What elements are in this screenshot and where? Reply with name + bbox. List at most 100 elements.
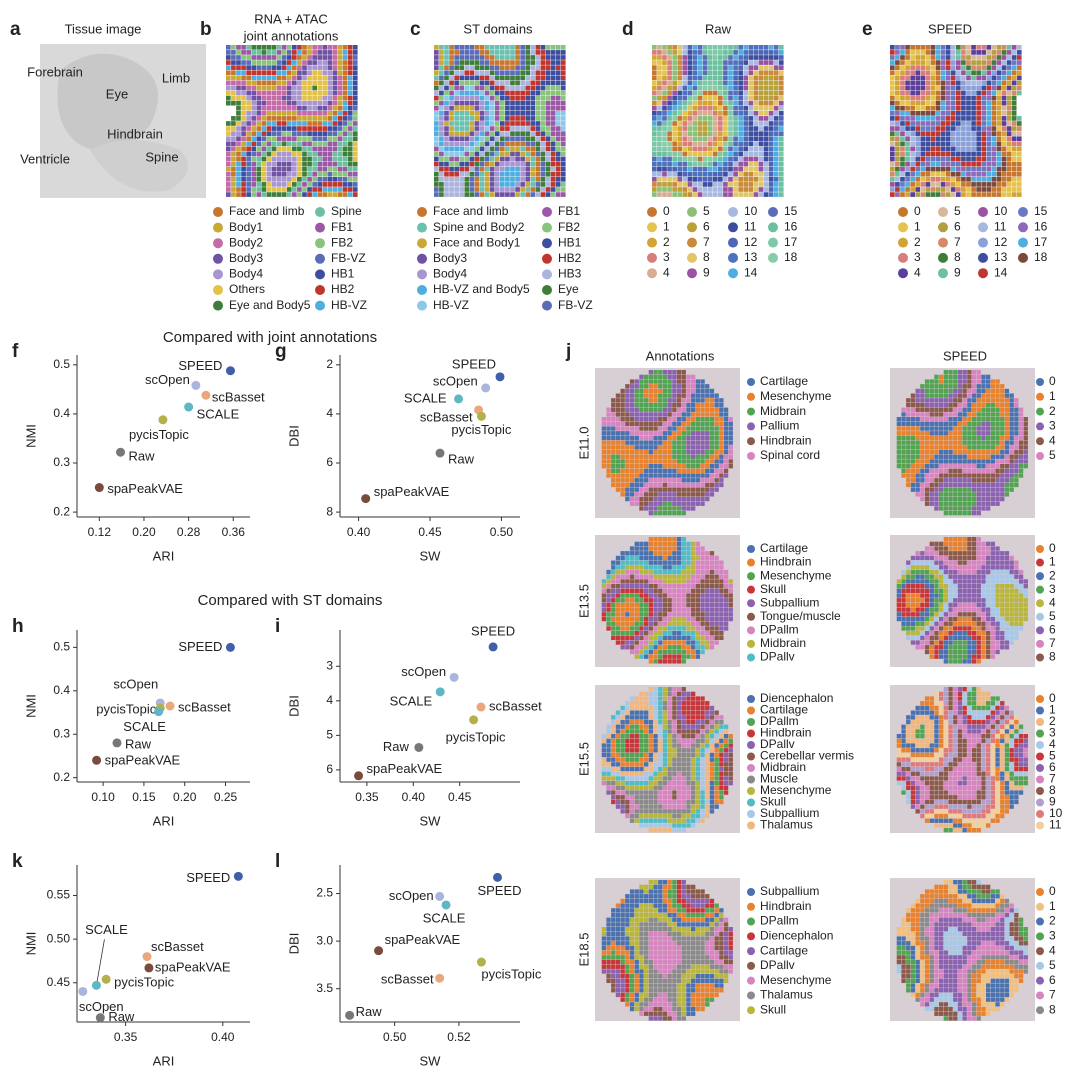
spot (676, 398, 682, 403)
spot (986, 431, 991, 436)
spot (966, 80, 971, 86)
legend-swatch (768, 237, 778, 248)
spot (714, 435, 719, 441)
spot (347, 85, 353, 91)
spot (929, 421, 934, 427)
spot (276, 100, 282, 106)
spot (976, 431, 981, 436)
spot (971, 90, 976, 96)
spot (753, 187, 759, 192)
spot (667, 473, 672, 478)
spot (342, 156, 348, 162)
spot (1001, 156, 1007, 162)
spot (489, 171, 495, 177)
spot (1023, 459, 1028, 464)
spot (449, 85, 454, 91)
spot (629, 551, 635, 556)
spot (322, 70, 328, 76)
spot (625, 551, 630, 556)
spot (905, 111, 910, 116)
spot (667, 182, 672, 187)
spot (653, 417, 658, 422)
y-tick-label: 2.5 (316, 886, 333, 900)
spot (714, 449, 719, 455)
spot (934, 374, 939, 380)
spot (966, 161, 971, 167)
spot (459, 146, 465, 152)
spot (658, 468, 663, 474)
spot (768, 116, 774, 121)
spot (695, 412, 701, 417)
spot (261, 60, 267, 65)
spot (281, 60, 287, 65)
spot (971, 131, 976, 136)
spot (464, 70, 470, 76)
spot (920, 75, 926, 81)
spot (530, 90, 536, 96)
spot (976, 75, 981, 81)
spot (939, 440, 944, 445)
spot (1009, 398, 1014, 403)
spot (611, 621, 616, 626)
spot (738, 80, 743, 86)
spot (1006, 105, 1012, 111)
spot (434, 156, 439, 162)
spot (520, 100, 525, 106)
spot (702, 55, 708, 60)
spot (733, 177, 738, 182)
spot (778, 85, 784, 91)
spot (986, 501, 991, 506)
spot (620, 417, 625, 422)
spot (709, 487, 715, 492)
spot (920, 65, 926, 70)
y-tick-label: 0.55 (47, 888, 71, 902)
spot (962, 459, 967, 464)
spot (695, 464, 701, 469)
legend-label: 10 (994, 204, 1008, 218)
spot (1016, 136, 1022, 142)
spot (901, 426, 906, 431)
spot (515, 111, 520, 116)
spot (953, 426, 958, 431)
spot (307, 85, 312, 91)
spot (545, 182, 551, 187)
spot (920, 116, 926, 121)
legend-label: FB-VZ (558, 298, 593, 312)
spot (479, 156, 485, 162)
spot (976, 398, 981, 403)
spot (615, 421, 621, 427)
spot (327, 136, 333, 142)
spot (271, 141, 277, 147)
spot (1016, 80, 1022, 86)
spot (763, 50, 769, 55)
spot (910, 473, 916, 478)
spot (920, 449, 925, 455)
spot (915, 468, 920, 474)
spot (950, 95, 956, 101)
spot (723, 126, 728, 131)
spot (890, 161, 895, 167)
spot (996, 65, 1002, 70)
point-label: SPEED (178, 358, 222, 373)
spot (510, 70, 515, 76)
spot (758, 192, 764, 197)
spot (681, 487, 686, 492)
spot (733, 141, 738, 147)
spot (231, 177, 236, 182)
spot (709, 412, 715, 417)
spot (953, 388, 958, 394)
spot (560, 75, 566, 81)
spot (929, 417, 934, 422)
spot (920, 177, 926, 182)
spot (337, 55, 343, 60)
spot (981, 95, 987, 101)
spot (510, 161, 515, 167)
spot (317, 90, 323, 96)
spot (758, 156, 764, 162)
spot (625, 426, 630, 431)
spot (905, 141, 910, 147)
spot (950, 171, 956, 177)
spot (971, 473, 977, 478)
spot (439, 45, 444, 50)
spot (697, 192, 703, 197)
